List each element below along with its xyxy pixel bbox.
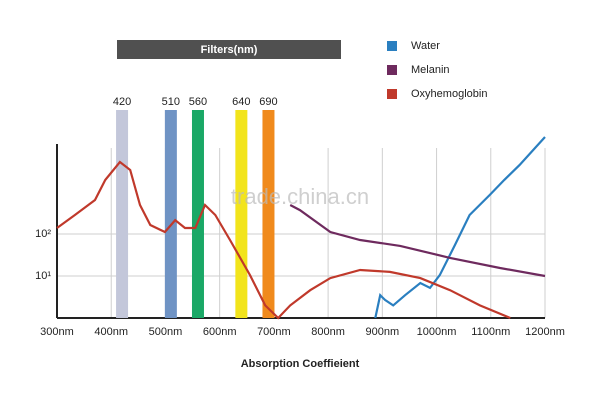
y-tick-label: 10¹ xyxy=(35,270,51,282)
filter-band xyxy=(262,110,275,318)
legend-swatch xyxy=(387,89,397,99)
x-tick-label: 1200nm xyxy=(525,326,565,338)
series-line xyxy=(56,160,511,320)
x-tick-label: 800nm xyxy=(311,326,345,338)
legend-swatch xyxy=(387,65,397,75)
legend-swatch xyxy=(387,41,397,51)
legend-label: Water xyxy=(411,40,440,52)
series-line xyxy=(289,204,546,278)
x-tick-label: 600nm xyxy=(203,326,237,338)
x-tick-label: 300nm xyxy=(40,326,74,338)
x-tick-label: 1100nm xyxy=(471,326,510,338)
filter-band xyxy=(235,110,248,318)
series-line xyxy=(374,136,546,319)
filters-title: Filters(nm) xyxy=(201,44,258,56)
y-tick-label: 10² xyxy=(35,228,51,240)
x-tick-label: 400nm xyxy=(94,326,128,338)
x-tick-label: 700nm xyxy=(257,326,291,338)
legend-label: Melanin xyxy=(411,64,450,76)
x-tick-label: 1000nm xyxy=(417,326,457,338)
legend-label: Oxyhemoglobin xyxy=(411,88,487,100)
filter-band xyxy=(116,110,129,318)
filters-title-bar xyxy=(117,40,341,59)
filter-label: 510 xyxy=(162,96,180,108)
x-axis-label: Absorption Coeffieient xyxy=(241,358,360,370)
filter-band xyxy=(191,110,204,318)
filter-label: 420 xyxy=(113,96,131,108)
filter-label: 690 xyxy=(259,96,277,108)
filter-band xyxy=(164,110,177,318)
x-tick-label: 900nm xyxy=(366,326,400,338)
filter-label: 640 xyxy=(232,96,250,108)
watermark: trade.china.cn xyxy=(231,184,369,209)
filter-label: 560 xyxy=(189,96,207,108)
x-tick-label: 500nm xyxy=(149,326,183,338)
